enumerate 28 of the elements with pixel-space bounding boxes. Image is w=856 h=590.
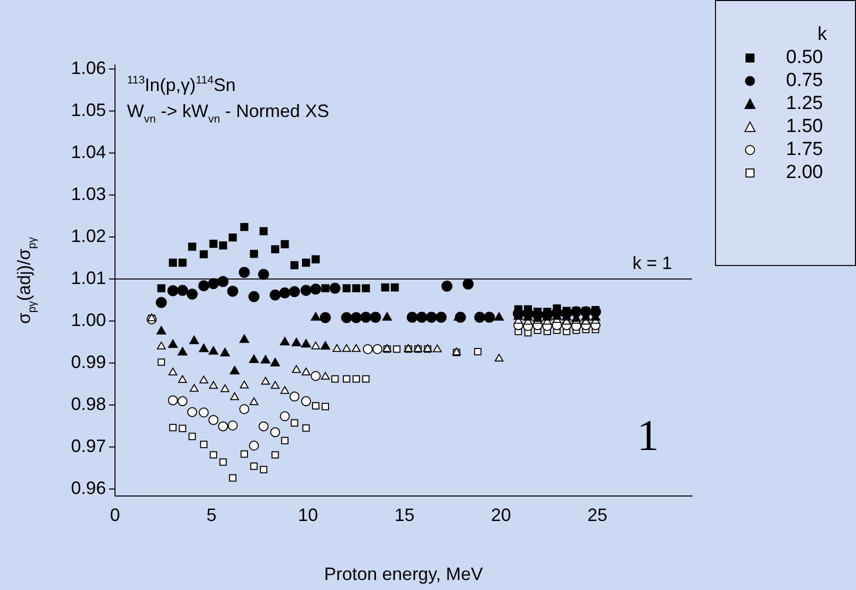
y-tick-label: 0.97 xyxy=(70,436,106,456)
legend-label: 0.75 xyxy=(786,70,823,92)
y-tick-label: 1.04 xyxy=(70,142,106,162)
legend-title: k xyxy=(816,23,828,46)
x-tick-label: 25 xyxy=(587,504,608,525)
x-axis-title: Proton energy, MeV xyxy=(324,564,483,584)
legend-label: 0.50 xyxy=(786,46,823,68)
y-tick-label: 1.06 xyxy=(70,58,106,78)
ref-line-label: k = 1 xyxy=(632,253,672,273)
x-tick-label: 10 xyxy=(298,504,318,525)
y-tick-label: 0.99 xyxy=(70,352,106,372)
legend-label: 1.75 xyxy=(786,138,823,160)
y-tick-label: 1.05 xyxy=(70,100,106,120)
y-tick-label: 1.03 xyxy=(70,184,106,204)
y-axis-title: σpγ(adj)/σpγ xyxy=(14,236,38,324)
x-tick-label: 20 xyxy=(490,504,511,525)
legend-label: 1.50 xyxy=(786,116,823,138)
annotation: 1 xyxy=(637,411,659,460)
y-tick-label: 1.02 xyxy=(70,226,106,246)
x-tick-label: 0 xyxy=(110,504,120,525)
y-tick-label: 1.01 xyxy=(70,268,106,288)
x-tick-label: 15 xyxy=(394,504,414,525)
legend-label: 1.25 xyxy=(786,92,823,114)
y-tick-label: 0.98 xyxy=(70,394,106,414)
y-tick-label: 0.96 xyxy=(70,478,106,498)
y-tick-label: 1.00 xyxy=(70,310,106,330)
x-tick-label: 5 xyxy=(206,504,216,525)
legend-label: 2.00 xyxy=(786,162,823,184)
